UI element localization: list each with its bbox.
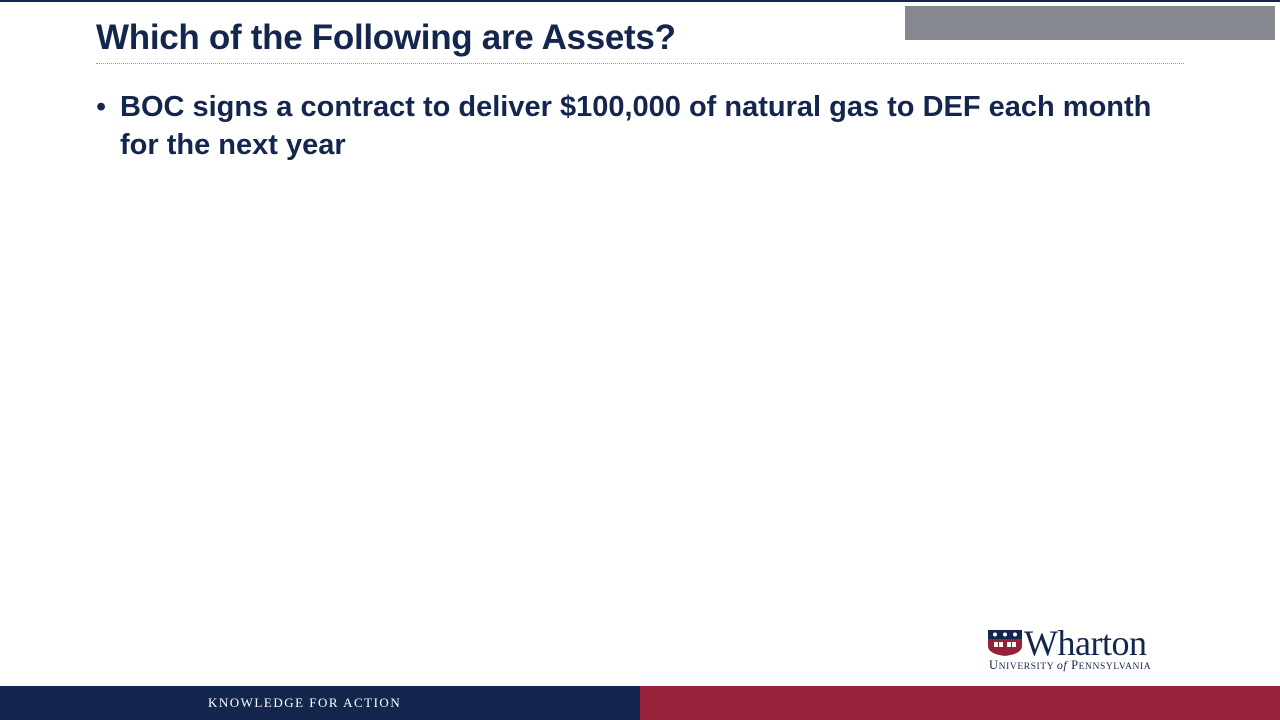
title-divider xyxy=(96,63,1184,64)
footer-tagline: KNOWLEDGE FOR ACTION xyxy=(208,695,402,710)
bullet-text: BOC signs a contract to deliver $100,000… xyxy=(120,91,1152,161)
logo-wordmark: Wharton xyxy=(1024,623,1147,663)
top-border-line xyxy=(0,0,1280,2)
footer-navy-bar: KNOWLEDGE FOR ACTION xyxy=(0,686,640,720)
footer-red-bar xyxy=(640,686,1280,720)
bullet-marker: • xyxy=(96,91,107,123)
slide-title: Which of the Following are Assets? xyxy=(96,18,676,57)
logo-subtitle: UNIVERSITY of PENNSYLVANIA xyxy=(989,658,1151,672)
header-gray-block xyxy=(905,6,1275,40)
bullet-list: • BOC signs a contract to deliver $100,0… xyxy=(96,88,1176,164)
svg-text:UNIVERSITY of PENNSYLVANIA: UNIVERSITY of PENNSYLVANIA xyxy=(989,658,1151,672)
bullet-item: • BOC signs a contract to deliver $100,0… xyxy=(96,88,1176,164)
penn-shield-icon xyxy=(988,630,1022,656)
wharton-logo: Wharton UNIVERSITY of PENNSYLVANIA xyxy=(988,623,1188,672)
